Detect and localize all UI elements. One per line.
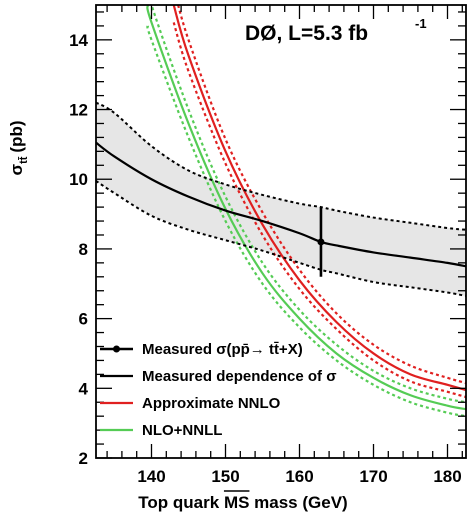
measured-dependence-central-line <box>96 141 466 268</box>
y-axis-title-unit: (pb) <box>7 120 26 152</box>
y-tick-label: 10 <box>69 170 88 189</box>
nnll-central-line <box>146 5 466 411</box>
legend-nnlo-label: Approximate NNLO <box>142 395 281 412</box>
measured-dependence-upper-dotted-line <box>96 101 466 231</box>
x-tick-label: 170 <box>359 467 387 486</box>
y-tick-label: 14 <box>69 31 88 50</box>
y-tick-label: 8 <box>79 240 88 259</box>
plot-area <box>96 5 466 418</box>
experiment-label-main: DØ, L=5.3 fb <box>245 22 368 45</box>
experiment-label-exponent: -1 <box>415 16 427 31</box>
nnlo-upper-dotted-line <box>177 5 466 385</box>
legend-nnll-label: NLO+NNLL <box>142 422 222 439</box>
x-tick-label: 160 <box>285 467 313 486</box>
svg-text:Top quark MS mass (GeV): Top quark MS mass (GeV) <box>138 493 347 512</box>
measurement-point-group <box>317 207 325 277</box>
y-tick-label: 2 <box>79 449 88 468</box>
axis-ticks <box>96 5 466 459</box>
nnlo-central-line <box>172 5 466 392</box>
nnll-upper-dotted-line <box>150 5 466 404</box>
plot-border <box>95 4 467 459</box>
x-tick-label: 180 <box>433 467 461 486</box>
y-tick-label: 4 <box>79 379 89 398</box>
y-tick-label: 6 <box>79 310 88 329</box>
x-axis-title-after: mass (GeV) <box>249 493 347 512</box>
measurement-point <box>317 238 325 246</box>
nnll-lower-dotted-line <box>146 25 466 418</box>
x-tick-label: 150 <box>211 467 239 486</box>
curves-group <box>96 5 466 418</box>
axis-tick-labels: 140 150 160 170 180 2 4 6 8 10 12 14 <box>69 31 462 486</box>
y-axis-title-subscript: tt̄ <box>18 156 30 164</box>
experiment-label: DØ, L=5.3 fb -1 <box>245 16 427 45</box>
plot-frame <box>95 4 467 459</box>
y-axis-title-sigma: σ <box>7 164 26 176</box>
legend-measured-label: Measured σ(pp̄→ tt̄+X) <box>142 341 303 358</box>
legend-measured-marker <box>113 345 120 353</box>
x-tick-label: 140 <box>137 467 165 486</box>
legend-dependence-label: Measured dependence of σ <box>142 368 336 385</box>
y-tick-label: 12 <box>69 101 88 120</box>
legend: Measured σ(pp̄→ tt̄+X) Measured dependenc… <box>100 341 336 439</box>
x-axis-title-ms: MS <box>224 493 250 512</box>
x-axis-title-before: Top quark <box>138 493 224 512</box>
x-axis-title: Top quark MS mass (GeV) <box>138 490 348 512</box>
y-axis-title: σtt̄ (pb) <box>7 120 30 175</box>
svg-text:σtt̄(pb): σtt̄ (pb) <box>7 120 30 175</box>
